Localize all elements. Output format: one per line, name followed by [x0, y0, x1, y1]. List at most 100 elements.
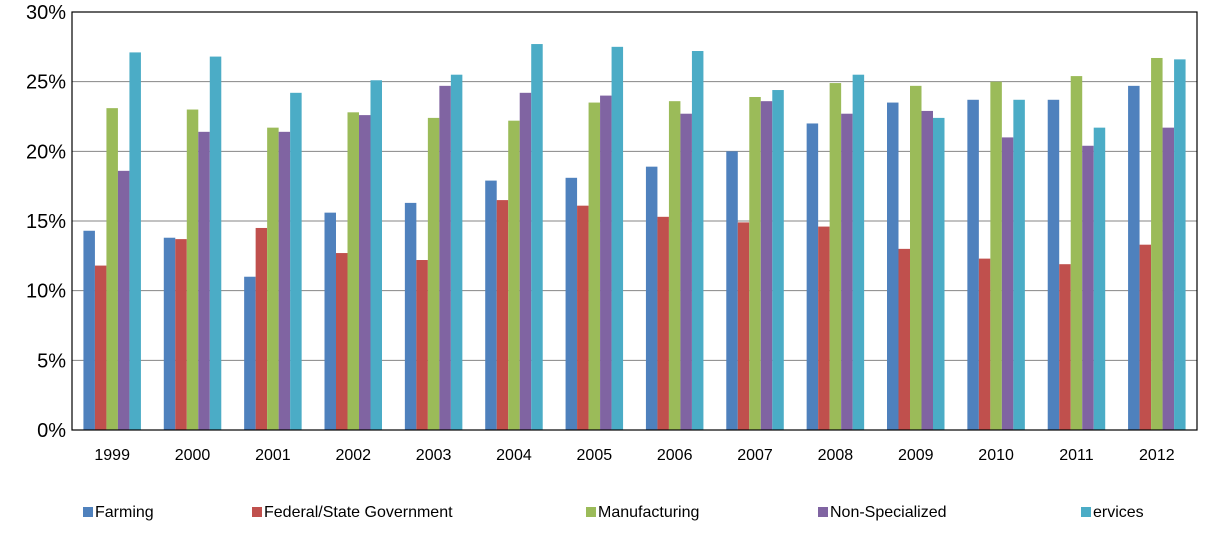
- x-tick-label: 2008: [818, 447, 854, 464]
- legend-swatch: [586, 507, 596, 517]
- legend-item: Farming: [83, 504, 154, 521]
- bar-federal-state-government-2004: [496, 200, 509, 430]
- bar-ervices-2001: [290, 92, 302, 431]
- bar-ervices-2008: [852, 74, 865, 430]
- bar-farming-2005: [565, 177, 578, 430]
- bar-federal-state-government-2010: [978, 258, 991, 430]
- y-tick-label: 5%: [37, 350, 66, 372]
- x-tick-label: 2009: [898, 447, 934, 464]
- x-tick-label: 2012: [1139, 447, 1175, 464]
- bars: [83, 44, 1186, 431]
- bar-farming-2007: [726, 151, 738, 431]
- legend-item: Federal/State Government: [252, 504, 453, 521]
- bar-farming-2004: [485, 180, 497, 430]
- bar-farming-2012: [1128, 85, 1140, 430]
- bar-non-specialized-2012: [1162, 127, 1175, 430]
- x-tick-label: 2003: [416, 447, 452, 464]
- bar-manufacturing-2010: [990, 81, 1002, 431]
- bar-non-specialized-2002: [359, 115, 371, 431]
- bar-non-specialized-2007: [760, 101, 773, 430]
- bar-farming-2006: [645, 166, 658, 430]
- bar-manufacturing-2004: [508, 120, 520, 431]
- legend-label: ervices: [1093, 504, 1144, 521]
- x-tick-label: 2005: [577, 447, 613, 464]
- bar-federal-state-government-2009: [898, 248, 910, 430]
- bar-farming-2011: [1047, 99, 1060, 430]
- bar-manufacturing-2009: [910, 85, 922, 430]
- bar-federal-state-government-2011: [1059, 264, 1071, 430]
- bar-manufacturing-2002: [347, 112, 359, 430]
- bar-farming-2009: [887, 102, 899, 431]
- legend-label: Farming: [95, 504, 154, 521]
- bar-manufacturing-2012: [1151, 57, 1163, 430]
- legend-swatch: [83, 507, 93, 517]
- bar-farming-2000: [163, 237, 176, 430]
- bar-federal-state-government-2012: [1139, 244, 1152, 430]
- legend-label: Federal/State Government: [264, 504, 453, 521]
- x-tick-label: 2004: [496, 447, 532, 464]
- bar-non-specialized-2004: [519, 92, 532, 431]
- bar-federal-state-government-2001: [255, 227, 268, 430]
- bar-non-specialized-2011: [1082, 145, 1094, 430]
- bar-ervices-2006: [691, 51, 704, 430]
- legend-swatch: [252, 507, 262, 517]
- y-tick-label: 0%: [37, 420, 66, 442]
- bar-ervices-2002: [370, 80, 382, 431]
- x-tick-label: 2000: [175, 447, 211, 464]
- y-tick-label: 25%: [26, 72, 66, 94]
- legend-label: Non-Specialized: [830, 504, 947, 521]
- bar-manufacturing-1999: [106, 108, 118, 430]
- bar-federal-state-government-2003: [416, 260, 428, 430]
- bar-non-specialized-2001: [278, 131, 291, 430]
- gridlines: [72, 81, 1197, 361]
- bar-ervices-2004: [531, 44, 543, 431]
- legend-item: Manufacturing: [586, 504, 699, 521]
- bar-manufacturing-2008: [829, 83, 842, 430]
- bar-ervices-2012: [1174, 59, 1186, 431]
- legend-item: Non-Specialized: [818, 504, 947, 521]
- bar-ervices-2011: [1093, 127, 1106, 430]
- y-tick-label: 20%: [26, 141, 66, 163]
- bar-non-specialized-2005: [600, 95, 612, 430]
- bar-manufacturing-2011: [1070, 76, 1083, 431]
- bar-manufacturing-2007: [749, 96, 761, 430]
- bar-federal-state-government-2006: [657, 216, 669, 430]
- bar-farming-2001: [244, 276, 256, 430]
- bar-farming-2003: [404, 202, 417, 430]
- bar-ervices-1999: [129, 52, 141, 430]
- bar-ervices-2000: [209, 56, 222, 430]
- x-tick-label: 2001: [255, 447, 291, 464]
- y-tick-label: 10%: [26, 281, 66, 303]
- bar-ervices-2005: [611, 46, 624, 430]
- bar-non-specialized-2010: [1001, 137, 1014, 430]
- legend-swatch: [1081, 507, 1091, 517]
- bar-manufacturing-2003: [427, 117, 440, 430]
- bar-federal-state-government-2007: [737, 222, 750, 430]
- bar-ervices-2007: [772, 90, 784, 430]
- x-tick-label: 2006: [657, 447, 693, 464]
- bar-ervices-2003: [450, 74, 463, 430]
- legend-item: ervices: [1081, 504, 1144, 521]
- bar-non-specialized-1999: [117, 170, 130, 430]
- bar-federal-state-government-2005: [577, 205, 589, 430]
- bar-federal-state-government-2000: [175, 239, 187, 430]
- bar-ervices-2010: [1013, 99, 1025, 430]
- bar-farming-2010: [967, 99, 979, 430]
- bar-non-specialized-2000: [198, 131, 210, 430]
- bar-manufacturing-2000: [186, 109, 199, 431]
- bar-farming-2008: [806, 123, 819, 430]
- axes: 0% 5% 10% 15% 20% 25% 30% 1999 2000 2001 2002 2003 2…: [26, 2, 1198, 464]
- x-tick-label: 1999: [94, 447, 130, 464]
- bar-federal-state-government-2002: [336, 253, 348, 430]
- bar-federal-state-government-2008: [818, 226, 830, 430]
- bar-manufacturing-2001: [267, 127, 279, 430]
- bar-farming-1999: [83, 230, 95, 430]
- x-tick-label: 2011: [1059, 447, 1094, 464]
- x-tick-label: 2002: [335, 447, 371, 464]
- legend: Farming Federal/State Government Manufactu…: [83, 504, 1144, 521]
- bar-non-specialized-2003: [439, 85, 451, 430]
- y-tick-label: 30%: [26, 2, 66, 24]
- bar-farming-2002: [324, 212, 336, 430]
